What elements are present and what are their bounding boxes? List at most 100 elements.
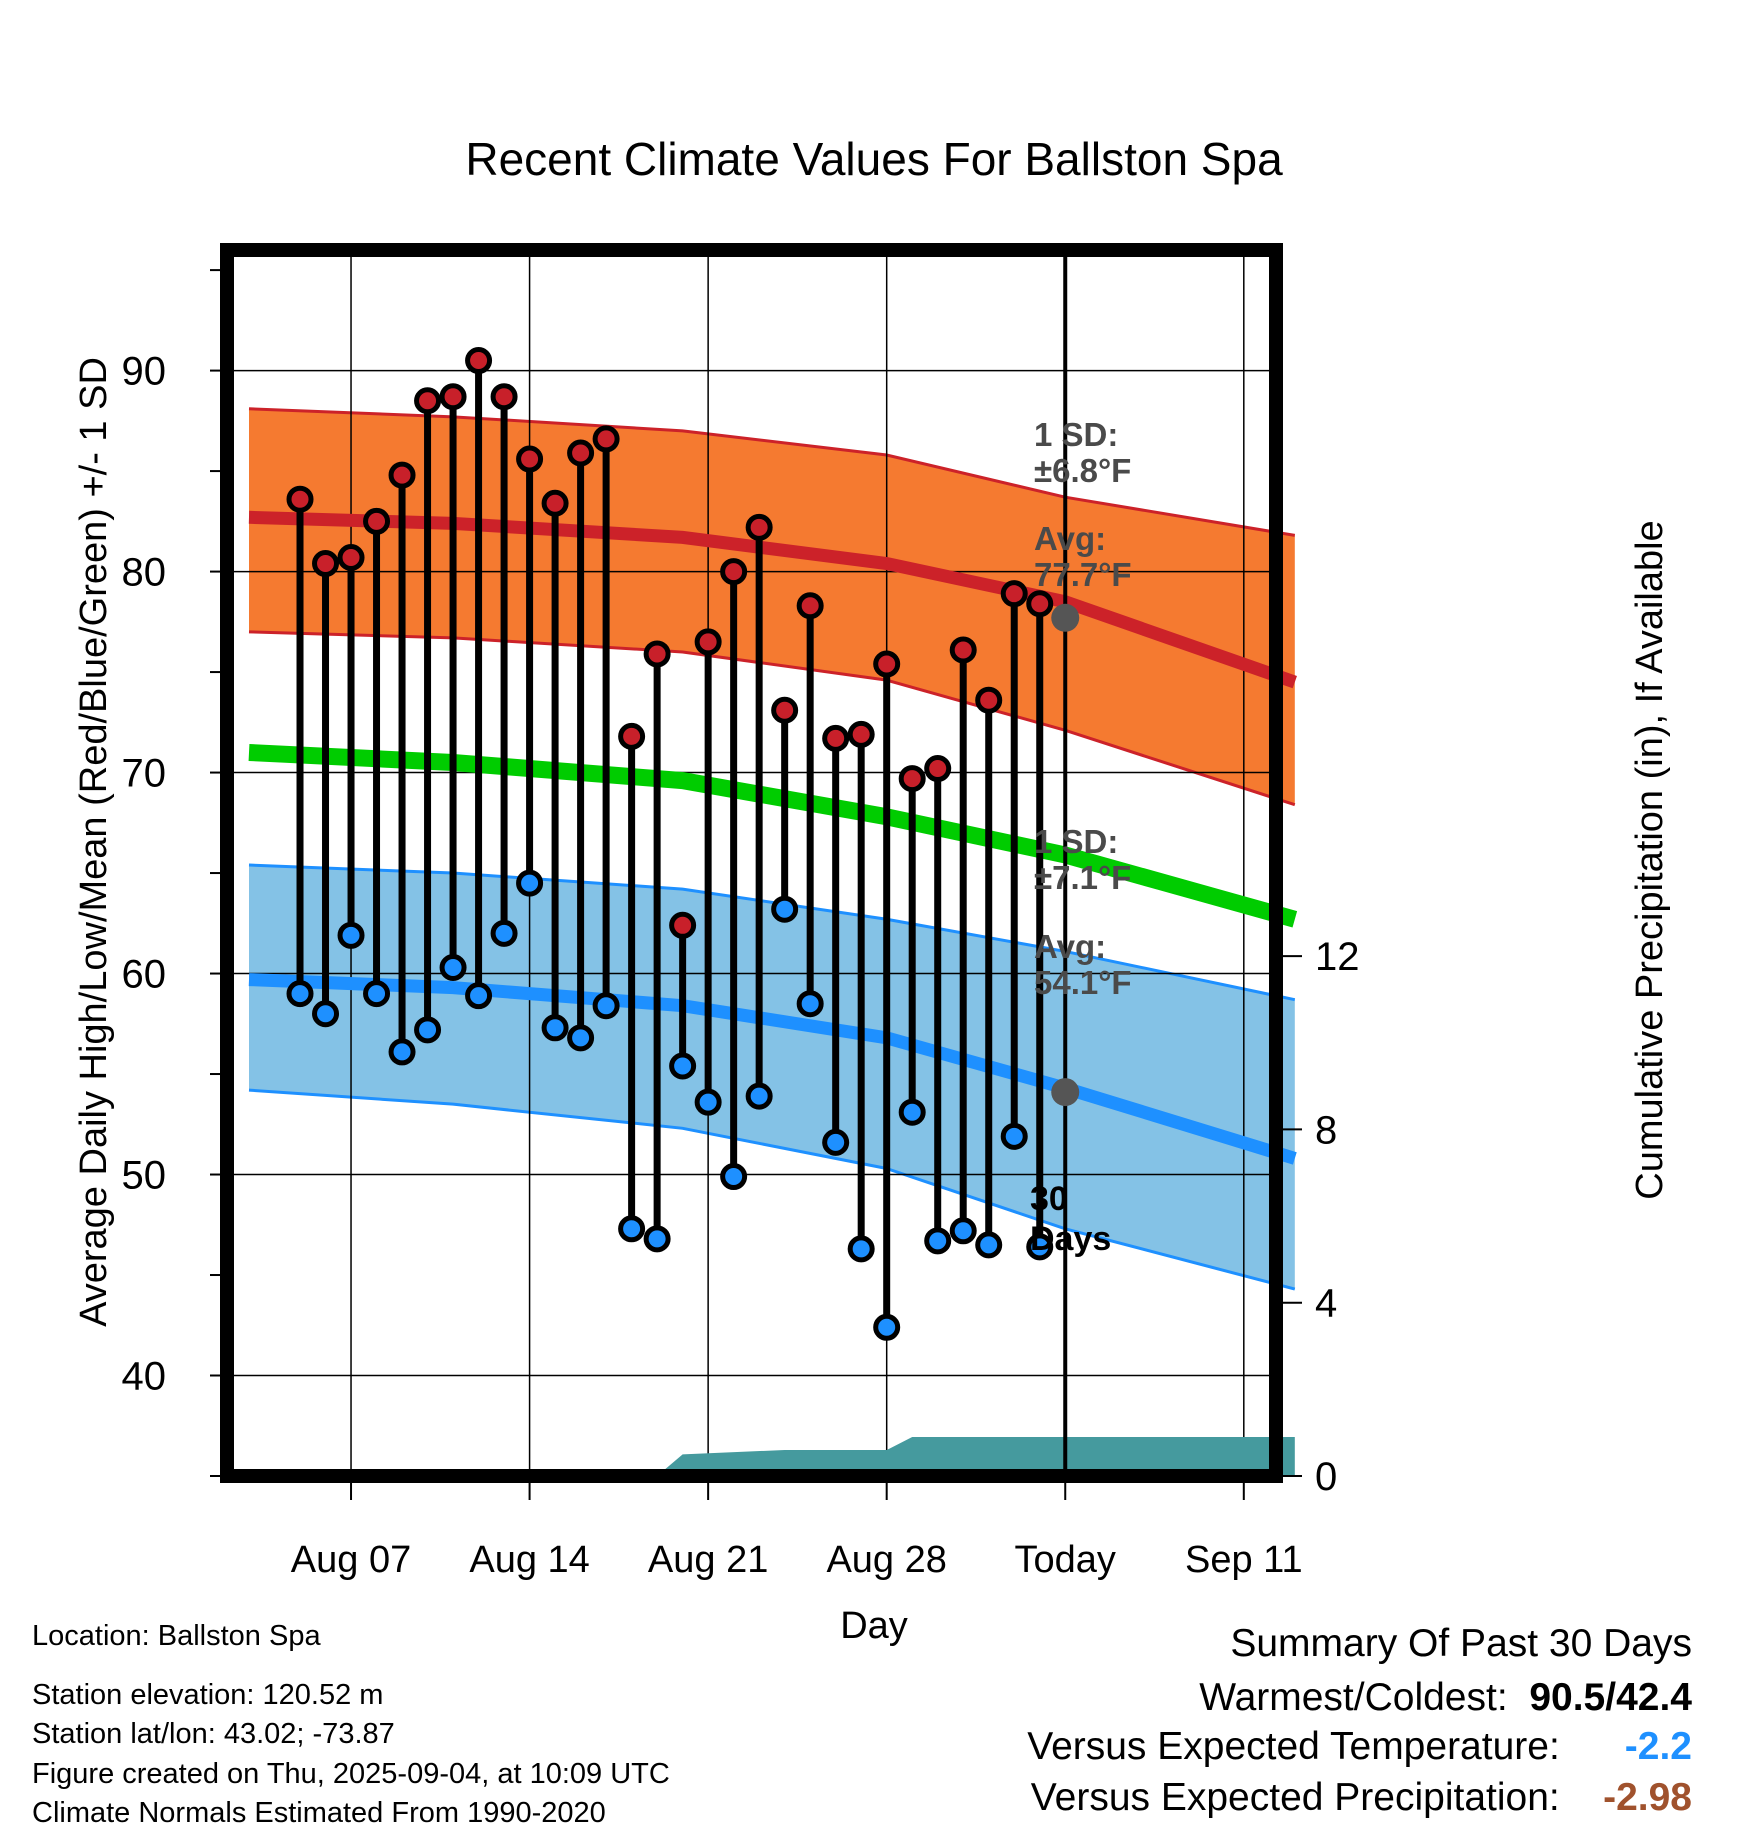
high-avg-label: Avg: — [1034, 520, 1106, 557]
y-tick-label: 60 — [122, 953, 167, 997]
high-temp-point — [363, 507, 391, 535]
x-tick-label: Today — [1015, 1539, 1116, 1581]
avg-high-today-marker — [1051, 603, 1080, 632]
low-sd-value: ±7.1°F — [1034, 859, 1131, 896]
high-band-lower-edge — [248, 630, 1296, 807]
y-tick-label: 50 — [122, 1154, 167, 1198]
low-temp-point — [439, 954, 467, 982]
high-temp-point — [388, 461, 416, 489]
high-temp-point — [975, 686, 1003, 714]
elevation-text: Station elevation: 120.52 m — [32, 1679, 384, 1711]
high-temp-point — [898, 765, 926, 793]
high-sd-value: ±6.8°F — [1034, 452, 1131, 489]
low-temp-point — [745, 1082, 773, 1110]
summary-temp-label: Versus Expected Temperature: — [1027, 1725, 1560, 1768]
low-temp-point — [898, 1098, 926, 1126]
avg-low-line — [248, 973, 1297, 1165]
high-temp-point — [720, 558, 748, 586]
high-temp-point — [694, 628, 722, 656]
summary-warmest-row: Warmest/Coldest: 90.5/42.4 — [1199, 1678, 1692, 1717]
x-tick-label: Aug 07 — [291, 1539, 411, 1581]
low-avg-label: Avg: — [1034, 928, 1106, 965]
high-temp-point — [847, 720, 875, 748]
low-temp-point — [847, 1235, 875, 1263]
low-temp-point — [286, 980, 314, 1008]
x-axis-label: Day — [840, 1605, 908, 1647]
x-tick-label: Aug 21 — [648, 1539, 768, 1581]
precipitation-area — [657, 1437, 1295, 1476]
x-tick-label: Sep 11 — [1185, 1539, 1303, 1581]
high-temp-point — [286, 485, 314, 513]
latlon-text: Station lat/lon: 43.02; -73.87 — [32, 1718, 395, 1750]
high-temp-point — [643, 640, 671, 668]
y-axis-label: Average Daily High/Low/Mean (Red/Blue/Gr… — [73, 357, 115, 1327]
summary-precip-value: -2.98 — [1603, 1776, 1692, 1819]
days-number: 30 — [1030, 1180, 1068, 1218]
high-temp-point — [516, 445, 544, 473]
low-temp-point — [1026, 1233, 1054, 1261]
high-temp-point — [1026, 590, 1054, 618]
summary-temp-row: Versus Expected Temperature: -2.2 — [1027, 1727, 1692, 1766]
low-temp-point — [541, 1014, 569, 1042]
high-temp-point — [669, 911, 697, 939]
low-temp-point — [312, 1000, 340, 1028]
y-right-tick-label: 4 — [1315, 1282, 1337, 1326]
summary-precip-label: Versus Expected Precipitation: — [1030, 1776, 1560, 1819]
summary-title: Summary Of Past 30 Days — [1230, 1622, 1692, 1665]
high-temp-point — [414, 387, 442, 415]
plot-frame — [220, 243, 1283, 1483]
low-temp-point — [414, 1016, 442, 1044]
high-temp-point — [567, 439, 595, 467]
avg-high-line — [248, 510, 1297, 689]
high-temp-point — [592, 425, 620, 453]
low-temp-point — [669, 1052, 697, 1080]
low-sd-label: 1 SD: — [1034, 823, 1118, 860]
y-tick-label: 90 — [122, 350, 167, 394]
summary-warmest-value: 90.5/42.4 — [1529, 1676, 1692, 1719]
y-tick-label: 80 — [122, 551, 167, 595]
low-temp-point — [873, 1313, 901, 1341]
low-temp-point — [643, 1225, 671, 1253]
high-temp-point — [796, 592, 824, 620]
high-band-upper-edge — [248, 407, 1296, 537]
low-temp-point — [771, 895, 799, 923]
high-temp-point — [873, 650, 901, 678]
y-right-tick-label: 8 — [1315, 1108, 1337, 1152]
normals-text: Climate Normals Estimated From 1990-2020 — [32, 1797, 606, 1829]
high-temp-point — [490, 383, 518, 411]
days-label: Days — [1030, 1220, 1111, 1258]
summary-temp-value: -2.2 — [1624, 1725, 1692, 1768]
location-text: Location: Ballston Spa — [32, 1620, 321, 1652]
high-temp-point — [745, 513, 773, 541]
y-axis-right-label: Cumulative Precipitation (in), If Availa… — [1629, 520, 1671, 1199]
high-temp-point — [1000, 580, 1028, 608]
low-temp-point — [618, 1215, 646, 1243]
x-tick-label: Aug 14 — [469, 1539, 589, 1581]
created-text: Figure created on Thu, 2025-09-04, at 10… — [32, 1758, 670, 1790]
low-sd-band — [249, 865, 1295, 1290]
low-temp-point — [975, 1231, 1003, 1259]
low-temp-point — [1000, 1122, 1028, 1150]
high-temp-point — [439, 383, 467, 411]
summary-warmest-label: Warmest/Coldest: — [1199, 1676, 1508, 1719]
high-temp-point — [618, 722, 646, 750]
chart-title: Recent Climate Values For Ballston Spa — [465, 133, 1283, 185]
low-temp-point — [567, 1024, 595, 1052]
low-temp-point — [592, 992, 620, 1020]
low-band-lower-edge — [248, 1088, 1296, 1291]
low-temp-point — [388, 1038, 416, 1066]
low-temp-point — [720, 1163, 748, 1191]
low-temp-point — [490, 919, 518, 947]
high-sd-band — [249, 408, 1295, 805]
low-temp-point — [694, 1088, 722, 1116]
high-avg-value: 77.7°F — [1034, 556, 1132, 593]
high-temp-point — [312, 550, 340, 578]
low-avg-value: 54.1°F — [1034, 964, 1132, 1001]
y-tick-label: 40 — [122, 1355, 167, 1399]
low-temp-point — [822, 1128, 850, 1156]
high-temp-point — [337, 544, 365, 572]
low-temp-point — [949, 1217, 977, 1245]
high-temp-point — [541, 489, 569, 517]
low-temp-point — [363, 980, 391, 1008]
